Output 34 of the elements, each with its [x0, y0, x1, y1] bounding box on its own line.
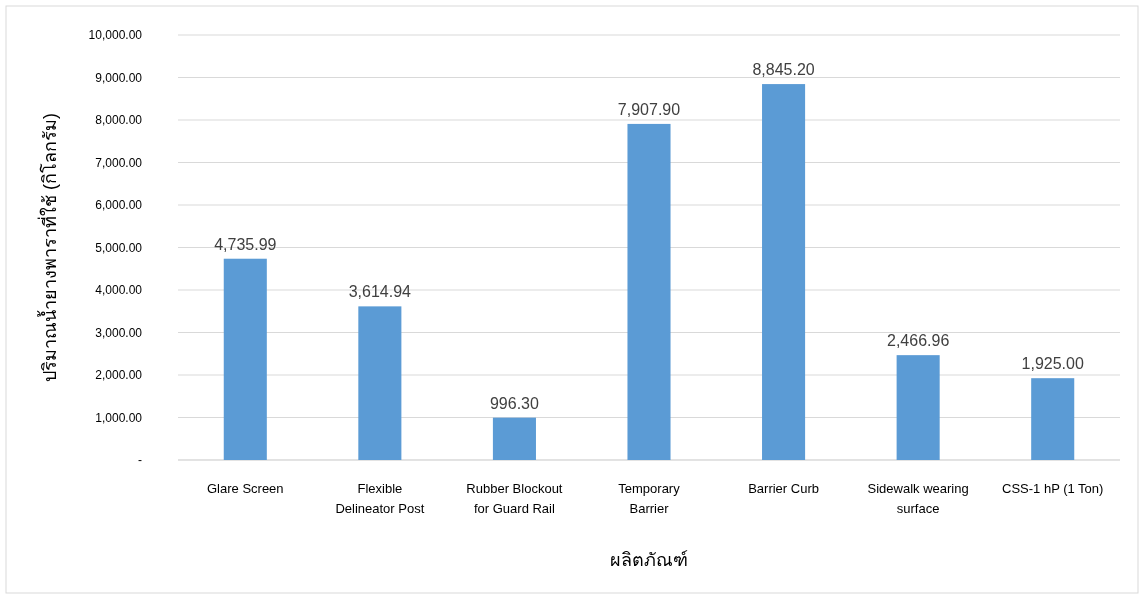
- x-tick-label: Sidewalk wearing surface: [867, 481, 969, 517]
- y-tick-label: 6,000.00: [95, 198, 143, 212]
- x-axis-title: ผลิตภัณฑ์: [610, 550, 688, 570]
- y-tick-label: 10,000.00: [88, 28, 143, 42]
- bar: [896, 355, 940, 460]
- bar: [358, 306, 402, 460]
- y-tick-label: -: [138, 453, 142, 467]
- data-label: 2,466.96: [887, 332, 950, 350]
- y-tick-label: 5,000.00: [95, 240, 143, 255]
- data-label: 1,925.00: [1021, 355, 1084, 373]
- bar: [627, 123, 671, 460]
- x-tick-label: CSS-1 hP (1 Ton): [1002, 481, 1104, 496]
- x-tick-label: Temporary Barrier: [618, 481, 681, 517]
- y-tick-label: 9,000.00: [95, 70, 143, 85]
- bar: [492, 417, 536, 460]
- x-tick-label: Rubber Blockout for Guard Rail: [466, 481, 563, 517]
- data-label: 3,614.94: [348, 283, 412, 301]
- y-tick-label: 2,000.00: [95, 368, 143, 382]
- y-tick-label: 4,000.00: [95, 283, 143, 297]
- y-axis-title: ปริมาณน้ำยางพาราที่ใช้ (กิโลกรัม): [37, 113, 60, 382]
- data-label: 8,845.20: [752, 61, 815, 79]
- y-tick-label: 1,000.00: [95, 410, 143, 425]
- bar: [762, 84, 806, 460]
- data-label: 7,907.90: [617, 100, 681, 118]
- data-label: 4,735.99: [214, 235, 277, 253]
- y-tick-label: 7,000.00: [95, 155, 143, 170]
- y-tick-label: 3,000.00: [95, 325, 143, 340]
- bar: [1031, 378, 1075, 460]
- y-tick-label: 8,000.00: [95, 113, 143, 127]
- x-tick-label: Barrier Curb: [748, 481, 819, 496]
- bar: [223, 258, 267, 460]
- x-tick-label: Flexible Delineator Post: [335, 481, 425, 517]
- x-tick-label: Glare Screen: [206, 481, 284, 496]
- data-label: 996.30: [489, 394, 539, 412]
